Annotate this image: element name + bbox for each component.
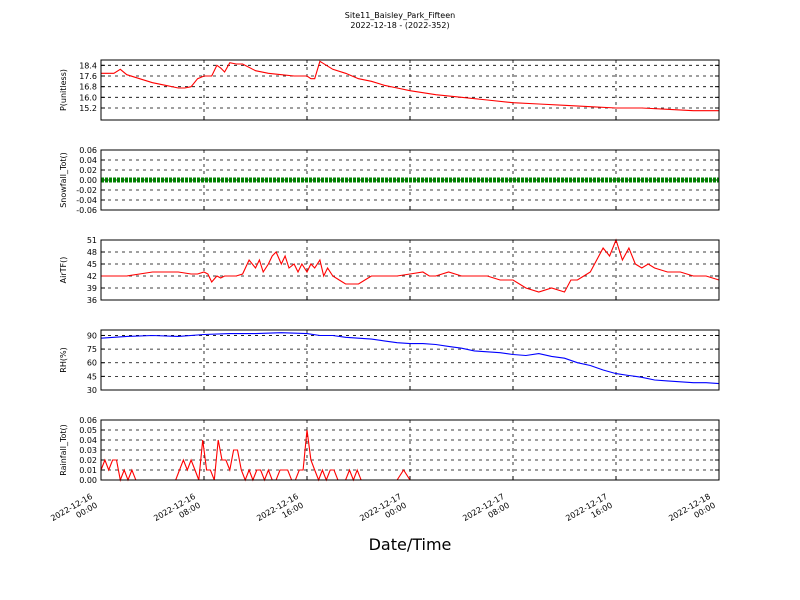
- panel-4: 0.000.010.020.030.040.050.06 Rainfall_Tot…: [59, 416, 720, 485]
- y-tick-label: 17.6: [79, 72, 97, 81]
- y-tick-label: -0.02: [76, 186, 97, 195]
- y-tick-label: 0.03: [79, 446, 97, 455]
- y-tick-label: 0.00: [79, 476, 97, 485]
- y-tick-label: 30: [87, 386, 97, 395]
- y-tick-label: 0.04: [79, 436, 97, 445]
- x-tick-label: 2022-12-1600:00: [49, 492, 99, 532]
- y-axis-label: Snowfall_Tot(): [59, 152, 68, 208]
- x-tick-label: 2022-12-1716:00: [564, 492, 614, 532]
- series-line-3-0: [100, 332, 720, 385]
- y-tick-label: 45: [87, 372, 97, 381]
- x-tick-label: 2022-12-1700:00: [358, 492, 408, 532]
- y-axis-label: P(unitless): [59, 69, 68, 111]
- y-axis-label: Rainfall_Tot(): [59, 424, 68, 476]
- y-tick-label: 16.8: [79, 83, 97, 92]
- x-axis-label: Date/Time: [369, 535, 452, 554]
- y-tick-label: 0.05: [79, 426, 97, 435]
- y-tick-label: 75: [87, 345, 97, 354]
- figure-title: Site11_Baisley_Park_Fifteen: [345, 11, 455, 20]
- y-tick-label: 90: [87, 331, 97, 340]
- y-tick-label: 0.01: [79, 466, 97, 475]
- y-tick-label: 0.04: [79, 156, 97, 165]
- y-axis-label: RH(%): [59, 347, 68, 372]
- x-tick-label: 2022-12-1608:00: [152, 492, 202, 532]
- y-tick-label: 45: [87, 260, 97, 269]
- panel-2: 36 39 42 45 48 51 AirTF(): [59, 236, 720, 305]
- series-line-0-0: [101, 60, 719, 112]
- x-tick-label: 2022-12-1708:00: [461, 492, 511, 532]
- y-tick-label: 48: [87, 248, 97, 257]
- y-tick-label: 16.0: [79, 93, 97, 102]
- figure-subtitle: 2022-12-18 - (2022-352): [350, 21, 449, 30]
- y-tick-label: 0.00: [79, 176, 97, 185]
- y-tick-label: 60: [87, 359, 97, 368]
- axes-frame: [100, 329, 720, 391]
- y-tick-label: 42: [87, 272, 97, 281]
- axes-frame: [100, 149, 720, 211]
- axes-frame: [100, 239, 720, 301]
- y-tick-label: 0.02: [79, 456, 97, 465]
- y-tick-label: 39: [87, 284, 97, 293]
- y-tick-label: 18.4: [79, 61, 97, 70]
- x-tick-label: 2022-12-1800:00: [667, 492, 717, 532]
- axes-frame: [100, 419, 720, 481]
- y-axis-label: AirTF(): [59, 257, 68, 284]
- y-tick-label: 51: [87, 236, 97, 245]
- y-tick-label: 36: [87, 296, 97, 305]
- panel-1: -0.06-0.04-0.020.000.020.040.06 Snowfall_…: [59, 146, 720, 215]
- x-tick-labels: 2022-12-1600:00 2022-12-1608:00 2022-12-16…: [49, 492, 717, 532]
- panel-3: 30 45 60 75 90 RH(%): [59, 329, 720, 395]
- panel-0: 15.2 16.016.8 17.6 18.4 P(unitless): [59, 59, 720, 121]
- x-tick-label: 2022-12-1616:00: [255, 492, 305, 532]
- y-tick-label: 0.06: [79, 416, 97, 425]
- axes-frame: [100, 59, 720, 121]
- y-tick-label: 0.02: [79, 166, 97, 175]
- panels: 15.216.016.817.618.4P(unitless)-0.06-0.0…: [59, 59, 720, 485]
- y-tick-label: 15.2: [79, 104, 97, 113]
- y-tick-label: 0.06: [79, 146, 97, 155]
- y-tick-label: -0.04: [76, 196, 97, 205]
- series-line-2-0: [101, 238, 720, 293]
- y-tick-label: -0.06: [76, 206, 97, 215]
